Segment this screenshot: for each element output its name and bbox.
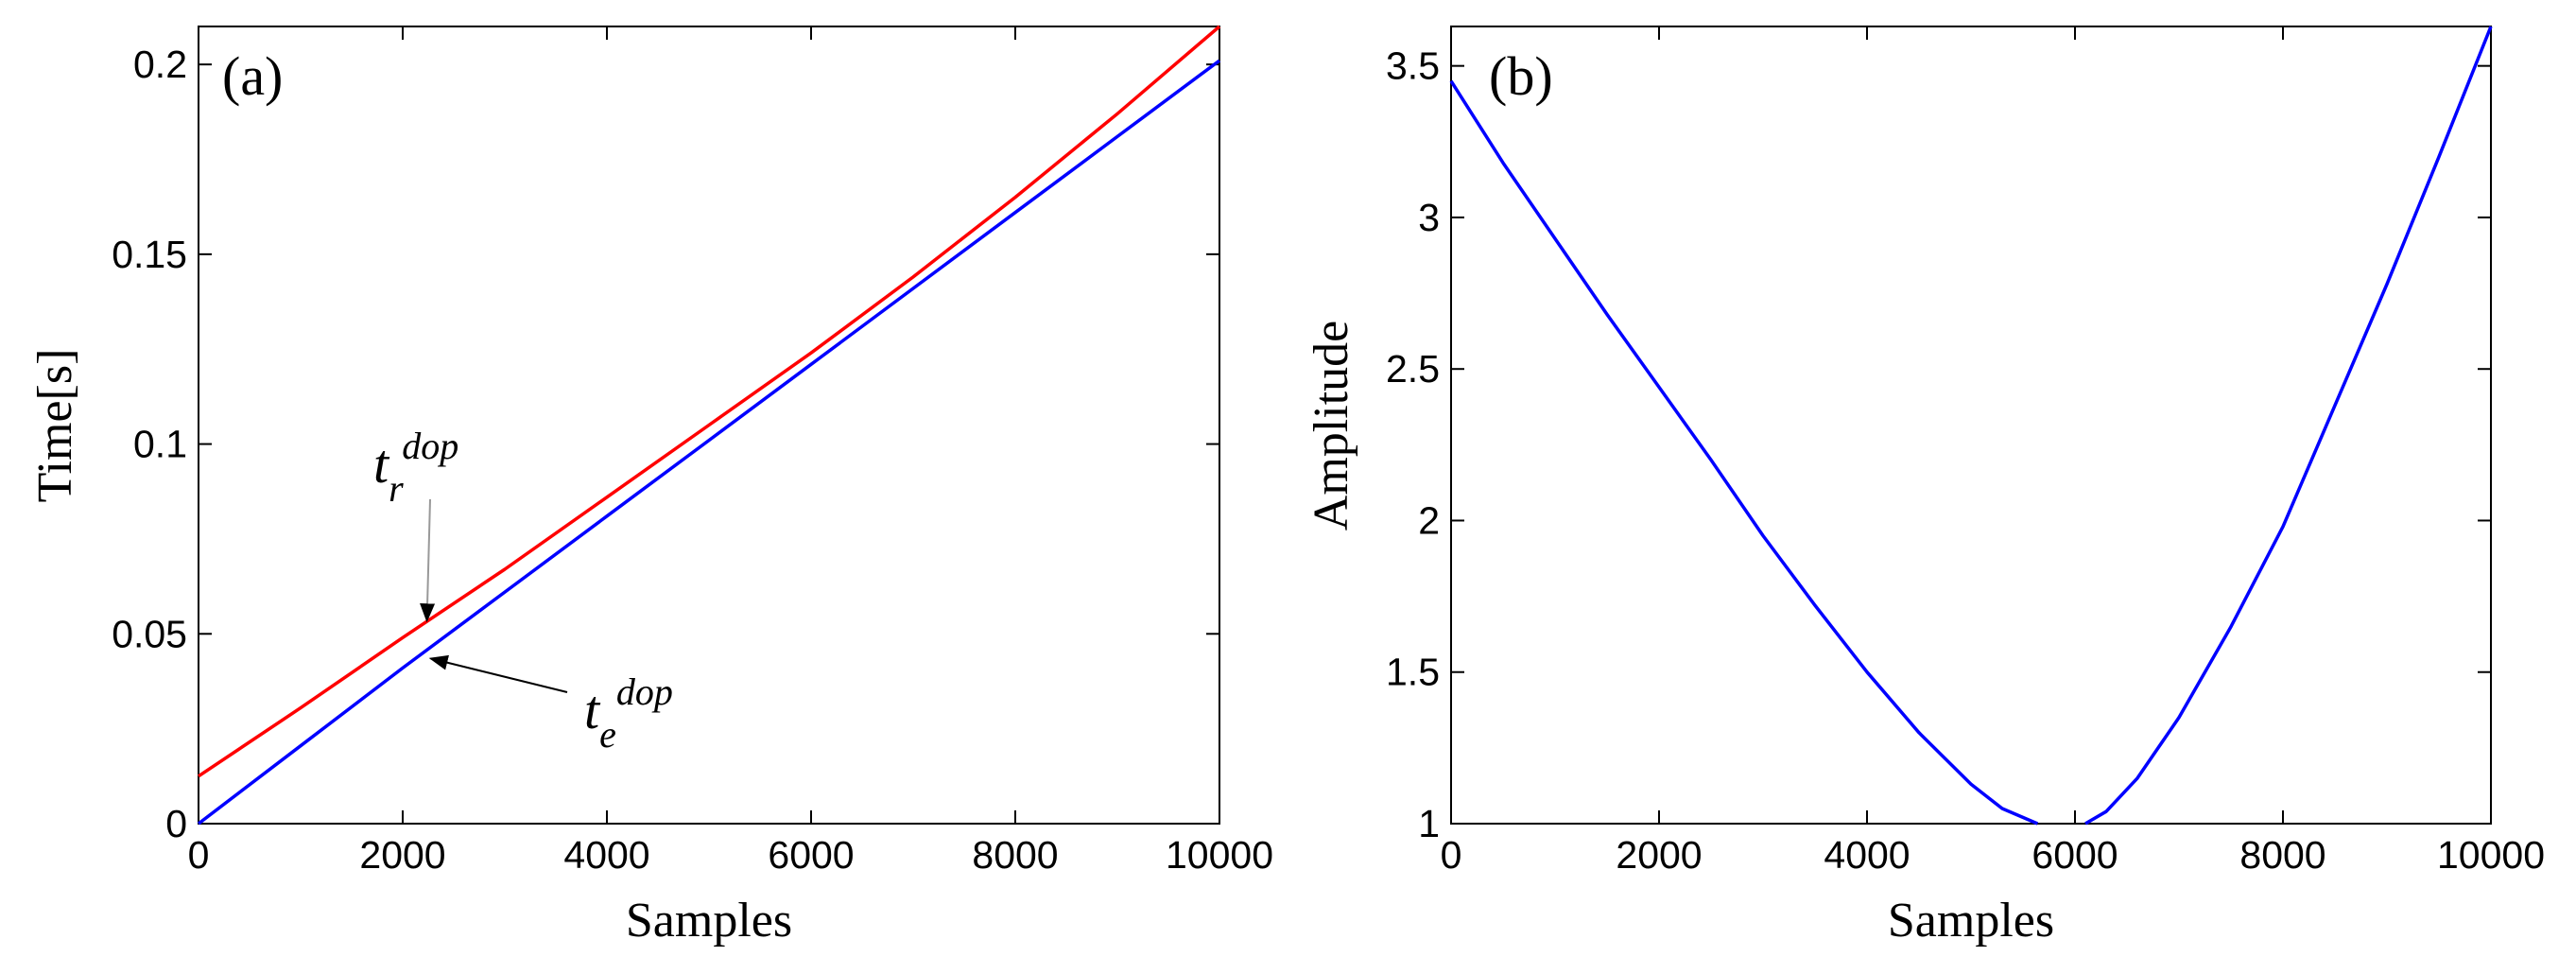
- panel-b-label: (b): [1489, 45, 1553, 107]
- y-tick-label: 3: [1418, 196, 1440, 239]
- x-tick-label: 10000: [1166, 833, 1273, 877]
- annotation-te-dop: tedop: [584, 670, 673, 756]
- y-tick-label: 0.15: [112, 233, 187, 276]
- series-line-2: [2084, 26, 2493, 826]
- y-tick-label: 0.2: [133, 43, 187, 86]
- y-tick-label: 0.05: [112, 612, 187, 655]
- x-tick-label: 6000: [2031, 833, 2118, 877]
- x-tick-label: 0: [188, 833, 210, 877]
- annotation-tr-dop: trdop: [373, 425, 458, 510]
- panel-b-ylabel: Amplitude: [1305, 321, 1358, 530]
- panel-a-label: (a): [222, 45, 283, 107]
- y-tick-label: 2: [1418, 498, 1440, 542]
- x-tick-label: 0: [1441, 833, 1462, 877]
- series-line-2: [197, 59, 1221, 826]
- annotation-arrow-r: [420, 498, 436, 623]
- x-tick-label: 10000: [2437, 833, 2545, 877]
- x-tick-label: 8000: [2239, 833, 2325, 877]
- x-tick-label: 8000: [972, 833, 1058, 877]
- x-tick-label: 4000: [563, 833, 649, 877]
- y-tick-label: 1: [1418, 802, 1440, 845]
- y-tick-label: 0.1: [133, 423, 187, 466]
- panel-b-amplitude-plot: 0 2000 4000 6000 8000 10000 1 1.5 2 2.5 3 3.5 (b) S…: [1305, 26, 2545, 948]
- panel-b-series: [1449, 26, 2493, 826]
- series-line-1: [1449, 79, 2039, 826]
- panel-a-annotations: trdop tedop: [373, 425, 673, 756]
- x-tick-label: 2000: [1616, 833, 1702, 877]
- panel-a-series: [197, 25, 1221, 826]
- panel-b-frame: [1450, 26, 2492, 825]
- panel-a-xlabel: Samples: [626, 894, 792, 948]
- y-tick-label: 3.5: [1386, 44, 1440, 88]
- panel-b-ticks: [1450, 26, 2492, 825]
- x-tick-label: 6000: [768, 833, 854, 877]
- panel-b-tick-labels: 0 2000 4000 6000 8000 10000 1 1.5 2 2.5 3 3.5: [1386, 44, 2545, 877]
- y-tick-label: 1.5: [1386, 651, 1440, 694]
- y-tick-label: 2.5: [1386, 347, 1440, 391]
- x-tick-label: 2000: [359, 833, 445, 877]
- panel-a-frame: [198, 26, 1220, 825]
- panel-b-xlabel: Samples: [1888, 894, 2054, 948]
- panel-a-tick-labels: 0 2000 4000 6000 8000 10000 0 0.05 0.1 0.15 0.2: [112, 43, 1273, 877]
- series-line-1: [198, 25, 1221, 778]
- panel-a-time-plot: 0 2000 4000 6000 8000 10000 0 0.05 0.1 0.15 0.2 (a…: [28, 25, 1273, 948]
- annotation-arrow-e: [428, 654, 568, 693]
- panel-a-ylabel: Time[s]: [28, 349, 82, 503]
- y-tick-label: 0: [165, 802, 187, 845]
- x-tick-label: 4000: [1824, 833, 1910, 877]
